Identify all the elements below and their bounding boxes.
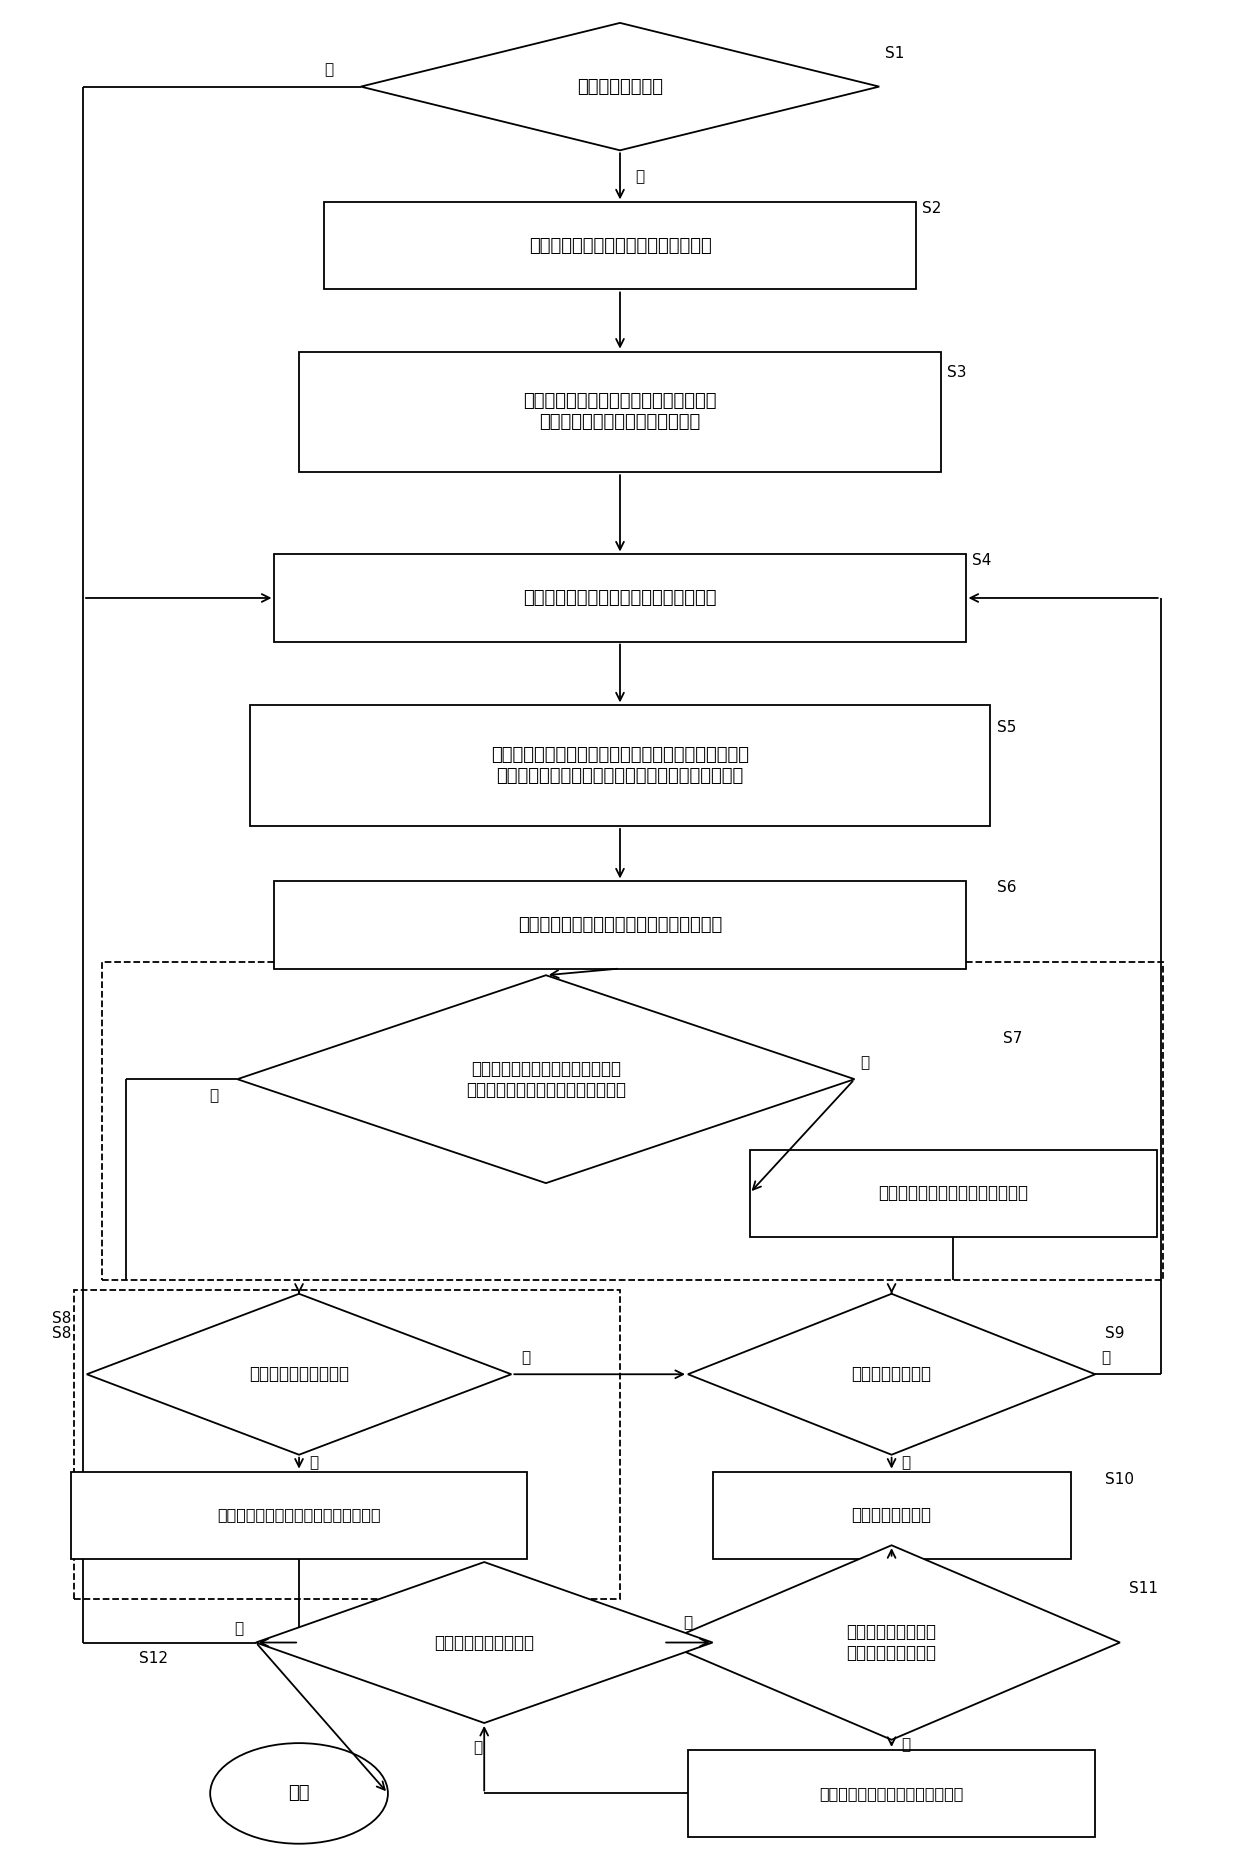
FancyBboxPatch shape [74, 1290, 620, 1599]
Text: 否: 否 [521, 1350, 531, 1365]
Text: S1: S1 [885, 47, 905, 62]
Text: S9: S9 [1105, 1326, 1125, 1341]
Text: S7: S7 [1003, 1031, 1022, 1046]
Text: 是: 是 [901, 1455, 910, 1470]
Text: 否: 否 [325, 62, 334, 77]
Polygon shape [361, 22, 879, 150]
Polygon shape [255, 1562, 713, 1723]
Text: 获取电梯按键信息: 获取电梯按键信息 [852, 1506, 931, 1524]
Text: 否: 否 [234, 1622, 243, 1637]
FancyBboxPatch shape [274, 555, 966, 641]
FancyBboxPatch shape [274, 881, 966, 969]
Polygon shape [237, 975, 854, 1183]
Text: S2: S2 [923, 201, 942, 216]
FancyBboxPatch shape [750, 1149, 1157, 1238]
FancyBboxPatch shape [299, 351, 941, 472]
Text: 控制活动区域内的的照明装置开启: 控制活动区域内的的照明装置开启 [878, 1185, 1028, 1202]
Text: 否: 否 [1101, 1350, 1111, 1365]
Polygon shape [663, 1545, 1120, 1740]
Text: 是: 是 [635, 169, 644, 184]
Text: 顾客是否移动到拐角处: 顾客是否移动到拐角处 [249, 1365, 348, 1384]
FancyBboxPatch shape [249, 705, 991, 827]
Ellipse shape [210, 1744, 388, 1843]
Text: S6: S6 [997, 879, 1016, 894]
Text: 顾客的当前行进方向上的活动区域
是否在顾客的当前位置的指定范围内: 顾客的当前行进方向上的活动区域 是否在顾客的当前位置的指定范围内 [466, 1059, 626, 1099]
Text: 电梯是否到达了电梯
按键信息对应的楼层: 电梯是否到达了电梯 按键信息对应的楼层 [847, 1624, 936, 1661]
Text: S12: S12 [139, 1652, 167, 1667]
Text: S3: S3 [947, 366, 967, 381]
Text: 获取顾客的历史行进信息和当前行进信息: 获取顾客的历史行进信息和当前行进信息 [523, 589, 717, 608]
Text: 顾客是否在电梯内: 顾客是否在电梯内 [852, 1365, 931, 1384]
Text: 否: 否 [683, 1614, 692, 1629]
Text: S11: S11 [1128, 1581, 1158, 1596]
Text: 获取酒店的区域信息和顾客的房间信息: 获取酒店的区域信息和顾客的房间信息 [528, 236, 712, 255]
Text: 顾客是否在酒店内: 顾客是否在酒店内 [577, 77, 663, 96]
Text: 结束: 结束 [288, 1785, 310, 1802]
Text: S8: S8 [52, 1326, 72, 1341]
FancyBboxPatch shape [713, 1472, 1070, 1558]
Text: 是: 是 [861, 1056, 869, 1071]
FancyBboxPatch shape [688, 1749, 1095, 1837]
Text: S8: S8 [52, 1311, 72, 1326]
Text: 依据酒店的区域信息和顾客的房间信息将
酒店内的路径划分为多个行进路段: 依据酒店的区域信息和顾客的房间信息将 酒店内的路径划分为多个行进路段 [523, 392, 717, 431]
Text: 依据顾客的历史行进信息、当前行进信息以及顾客的房
间信息从多个行进路段中预测顾客的下一个行进路段: 依据顾客的历史行进信息、当前行进信息以及顾客的房 间信息从多个行进路段中预测顾客… [491, 746, 749, 786]
FancyBboxPatch shape [324, 202, 916, 289]
Text: 控制拐角处指定范围内的照明装置开启: 控制拐角处指定范围内的照明装置开启 [217, 1508, 381, 1522]
Polygon shape [688, 1294, 1095, 1455]
Polygon shape [87, 1294, 511, 1455]
Text: 控制位于下一个行进路段上的照明装置开启: 控制位于下一个行进路段上的照明装置开启 [518, 915, 722, 934]
Text: 顾客是否到达了目的地: 顾客是否到达了目的地 [434, 1633, 534, 1652]
Text: 控制该楼层电梯口的照明装置开启: 控制该楼层电梯口的照明装置开启 [820, 1785, 963, 1800]
Text: S10: S10 [1105, 1472, 1135, 1487]
Text: S4: S4 [972, 553, 991, 568]
Text: S5: S5 [997, 720, 1016, 735]
Text: 是: 是 [901, 1738, 910, 1753]
Text: 是: 是 [474, 1740, 482, 1755]
Text: 否: 否 [210, 1089, 218, 1104]
FancyBboxPatch shape [102, 962, 1163, 1281]
FancyBboxPatch shape [71, 1472, 527, 1558]
Text: 是: 是 [309, 1455, 317, 1470]
